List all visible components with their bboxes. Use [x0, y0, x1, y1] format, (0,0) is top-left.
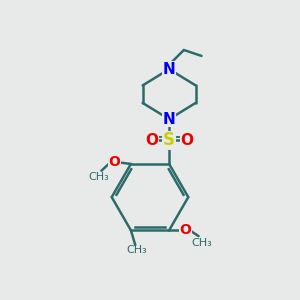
- Text: N: N: [163, 62, 175, 77]
- Text: CH₃: CH₃: [88, 172, 109, 182]
- Text: N: N: [163, 112, 175, 127]
- Text: O: O: [180, 133, 193, 148]
- Text: S: S: [163, 131, 175, 149]
- Text: O: O: [145, 133, 158, 148]
- Text: O: O: [109, 155, 121, 170]
- Text: CH₃: CH₃: [126, 245, 147, 255]
- Text: O: O: [179, 223, 191, 237]
- Text: CH₃: CH₃: [191, 238, 212, 248]
